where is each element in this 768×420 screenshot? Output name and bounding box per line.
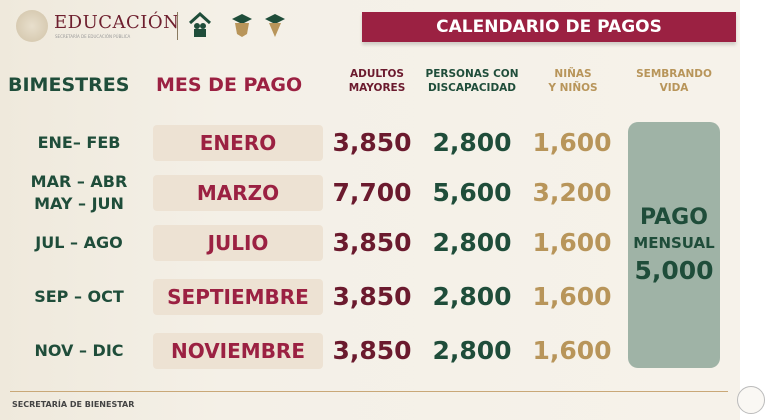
row-adultos-amount: 3,850 [332, 228, 412, 257]
bimestre-line: MAR – ABR [30, 172, 128, 191]
sv-line2: MENSUAL [633, 234, 715, 252]
bimestre-line: MAY – JUN [34, 194, 124, 213]
footer-divider [10, 391, 728, 392]
row-bimestre: ENE– FEB [8, 132, 150, 154]
header-line: MAYORES [348, 82, 406, 94]
divider [177, 12, 178, 40]
row-ninas-amount: 1,600 [532, 128, 612, 157]
logo-subtitle: SECRETARÍA DE EDUCACIÓN PÚBLICA [55, 34, 131, 39]
page-title: CALENDARIO DE PAGOS [362, 12, 736, 42]
house-family-icon [188, 12, 212, 37]
sv-line1: PAGO [640, 205, 708, 230]
bimestre-line: NOV – DIC [34, 341, 124, 360]
row-bimestre: NOV – DIC [8, 340, 150, 362]
header-line: NIÑAS [554, 68, 592, 80]
header-sembrando-vida: SEMBRANDO VIDA [619, 67, 729, 95]
graduation-cap-icon [232, 14, 252, 37]
row-month: SEPTIEMBRE [153, 279, 323, 315]
header-adultos-mayores: ADULTOS MAYORES [322, 67, 432, 95]
header-line: DISCAPACIDAD [427, 82, 517, 94]
header-line: Y NIÑOS [548, 82, 598, 94]
row-ninas-amount: 3,200 [532, 178, 612, 207]
footer-text: SECRETARÍA DE BIENESTAR [12, 400, 135, 409]
row-month: NOVIEMBRE [153, 333, 323, 369]
row-personas-amount: 2,800 [432, 336, 512, 365]
row-ninas-amount: 1,600 [532, 282, 612, 311]
logo-text: EDUCACIÓN [54, 12, 180, 33]
row-bimestre: MAR – ABR MAY – JUN [8, 171, 150, 215]
sv-amount: 5,000 [634, 256, 714, 285]
header-line: VIDA [659, 82, 689, 94]
row-bimestre: SEP – OCT [8, 286, 150, 308]
row-bimestre: JUL – AGO [8, 232, 150, 254]
row-adultos-amount: 3,850 [332, 128, 412, 157]
row-month: ENERO [153, 125, 323, 161]
header-line: ADULTOS [350, 68, 404, 80]
row-ninas-amount: 1,600 [532, 336, 612, 365]
row-personas-amount: 2,800 [432, 228, 512, 257]
header-bimestres: BIMESTRES [8, 74, 130, 96]
header-line: SEMBRANDO [636, 68, 712, 80]
header-line: PERSONAS CON [425, 68, 519, 80]
infographic: EDUCACIÓN SECRETARÍA DE EDUCACIÓN PÚBLIC… [0, 0, 740, 420]
row-personas-amount: 5,600 [432, 178, 512, 207]
row-ninas-amount: 1,600 [532, 228, 612, 257]
mexico-seal-icon [16, 10, 48, 42]
row-month: JULIO [153, 225, 323, 261]
scholarship-icon [265, 14, 285, 37]
row-month: MARZO [153, 175, 323, 211]
bimestre-line: JUL – AGO [35, 233, 123, 252]
bimestre-line: SEP – OCT [34, 287, 124, 306]
header-ninas-ninos: NIÑAS Y NIÑOS [518, 67, 628, 95]
row-personas-amount: 2,800 [432, 128, 512, 157]
row-personas-amount: 2,800 [432, 282, 512, 311]
header-personas-discapacidad: PERSONAS CON DISCAPACIDAD [417, 67, 527, 95]
bimestre-line: ENE– FEB [37, 133, 121, 152]
row-adultos-amount: 7,700 [332, 178, 412, 207]
sembrando-vida-box: PAGO MENSUAL 5,000 [628, 122, 720, 368]
row-adultos-amount: 3,850 [332, 336, 412, 365]
gobierno-mexico-seal-icon [737, 386, 765, 414]
header-mes-de-pago: MES DE PAGO [156, 74, 303, 96]
row-adultos-amount: 3,850 [332, 282, 412, 311]
